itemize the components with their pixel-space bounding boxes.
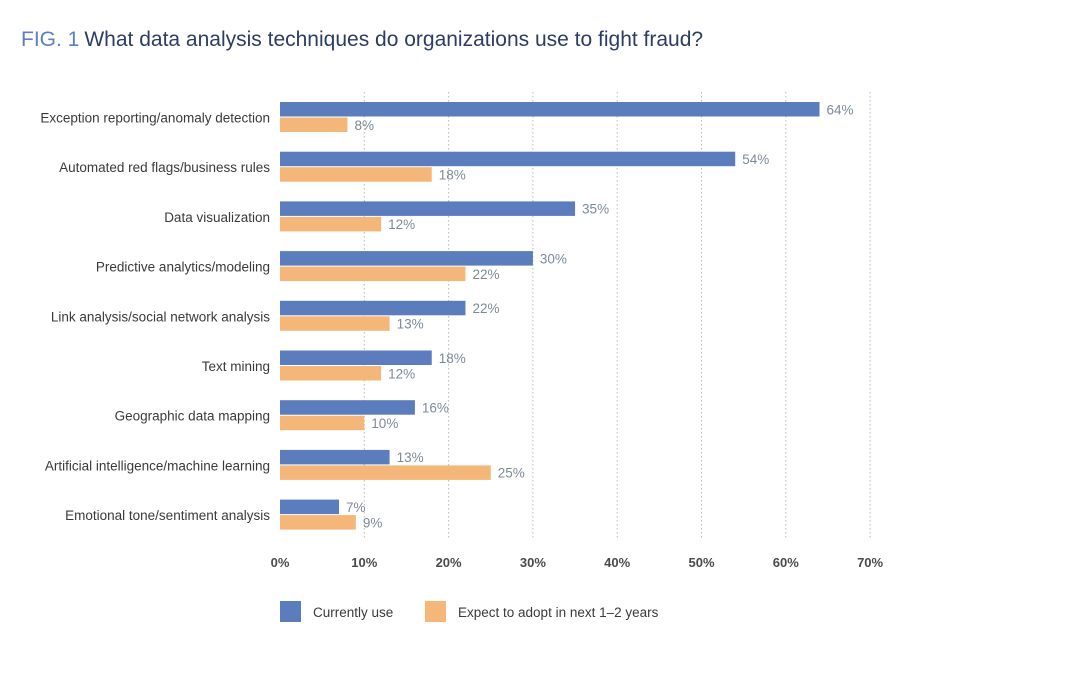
bar-expect-to-adopt: [280, 216, 382, 232]
legend-label-currently-use: Currently use: [313, 605, 393, 620]
bar-value-label: 54%: [742, 152, 769, 167]
bar-currently-use: [280, 449, 390, 465]
bar-value-label: 35%: [582, 202, 609, 217]
category-label: Link analysis/social network analysis: [51, 309, 270, 324]
bar-currently-use: [280, 499, 340, 515]
category-label: Automated red flags/business rules: [59, 160, 270, 175]
bar-value-label: 64%: [827, 102, 854, 117]
bar-expect-to-adopt: [280, 117, 348, 132]
x-tick-label: 40%: [604, 555, 630, 570]
x-tick-label: 60%: [773, 555, 799, 570]
bar-value-label: 22%: [472, 267, 499, 282]
x-tick-label: 0%: [271, 555, 290, 570]
bar-value-label: 12%: [388, 366, 415, 381]
bar-expect-to-adopt: [280, 266, 466, 282]
bar-value-label: 12%: [388, 217, 415, 232]
bar-value-label: 18%: [439, 351, 466, 366]
bar-expect-to-adopt: [280, 415, 365, 431]
legend: Currently use Expect to adopt in next 1–2…: [280, 601, 659, 622]
bar-value-label: 22%: [472, 301, 499, 316]
x-tick-label: 10%: [351, 555, 377, 570]
bar-value-label: 10%: [371, 416, 398, 431]
bar-expect-to-adopt: [280, 515, 356, 530]
bar-value-label: 30%: [540, 251, 567, 266]
category-label: Artificial intelligence/machine learning: [45, 458, 270, 473]
bar-expect-to-adopt: [280, 167, 432, 182]
bar-value-label: 8%: [354, 118, 374, 133]
bar-value-label: 18%: [439, 167, 466, 182]
bar-value-label: 9%: [363, 515, 383, 530]
category-label: Geographic data mapping: [115, 409, 270, 424]
bars: [280, 102, 820, 530]
bar-currently-use: [280, 300, 466, 316]
figure-title-text: What data analysis techniques do organiz…: [84, 28, 704, 51]
x-axis-ticks: 0% 10% 20% 30% 40% 50% 60% 70%: [271, 555, 884, 570]
x-tick-label: 70%: [857, 555, 883, 570]
legend-swatch-currently-use: [280, 601, 301, 622]
category-label: Text mining: [202, 359, 270, 374]
category-label: Data visualization: [164, 210, 270, 225]
bar-expect-to-adopt: [280, 465, 491, 480]
category-label: Emotional tone/sentiment analysis: [65, 508, 270, 523]
bar-value-label: 25%: [498, 466, 525, 481]
bar-value-label: 13%: [397, 450, 424, 465]
bar-currently-use: [280, 350, 432, 365]
legend-swatch-expect-to-adopt: [425, 601, 446, 622]
value-labels: 64% 8% 54% 18% 35% 12% 30% 22% 22% 13% 18% 12% 16% 10…: [346, 102, 854, 530]
bar-expect-to-adopt: [280, 366, 382, 381]
x-tick-label: 20%: [436, 555, 462, 570]
bar-currently-use: [280, 201, 576, 216]
category-label: Exception reporting/anomaly detection: [40, 111, 270, 126]
legend-label-expect-to-adopt: Expect to adopt in next 1–2 years: [458, 605, 659, 620]
bar-currently-use: [280, 400, 415, 415]
bar-expect-to-adopt: [280, 316, 390, 331]
bar-value-label: 7%: [346, 500, 366, 515]
category-labels: Exception reporting/anomaly detection Aut…: [40, 111, 270, 524]
x-tick-label: 30%: [520, 555, 546, 570]
bar-value-label: 16%: [422, 400, 449, 415]
figure-title: FIG. 1 What data analysis techniques do o…: [21, 26, 703, 54]
bar-currently-use: [280, 251, 533, 266]
bar-value-label: 13%: [397, 317, 424, 332]
x-tick-label: 50%: [688, 555, 714, 570]
bar-currently-use: [280, 102, 820, 117]
figure-label: FIG. 1: [21, 28, 80, 51]
bar-currently-use: [280, 151, 736, 167]
category-label: Predictive analytics/modeling: [96, 260, 270, 275]
